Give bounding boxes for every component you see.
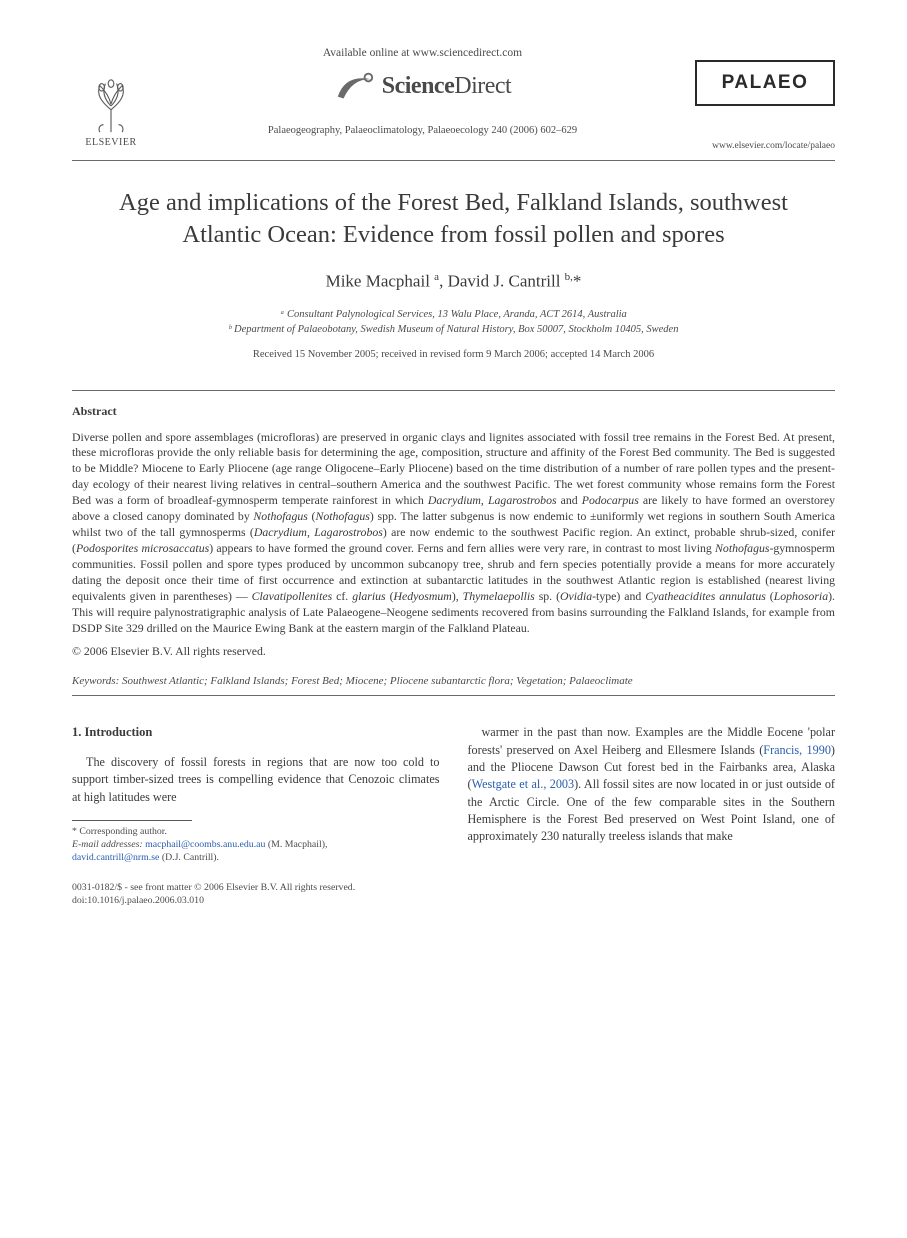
email-2-who: (D.J. Cantrill). [162, 852, 219, 863]
center-header: Available online at www.sciencedirect.co… [150, 38, 695, 138]
body-columns: 1. Introduction The discovery of fossil … [72, 724, 835, 907]
affiliations: ᵃ Consultant Palynological Services, 13 … [72, 308, 835, 338]
email-1-who: (M. Macphail), [268, 839, 328, 850]
footnotes: * Corresponding author. E-mail addresses… [72, 825, 440, 865]
publisher-name: ELSEVIER [85, 136, 136, 150]
footer-block: 0031-0182/$ - see front matter © 2006 El… [72, 881, 440, 907]
sciencedirect-wordmark: ScienceDirect [382, 70, 511, 102]
email-1[interactable]: macphail@coombs.anu.edu.au [145, 839, 265, 850]
issn-line: 0031-0182/$ - see front matter © 2006 El… [72, 881, 440, 894]
intro-heading: 1. Introduction [72, 724, 440, 742]
affiliation-a: ᵃ Consultant Palynological Services, 13 … [72, 308, 835, 323]
publisher-logo-block: ELSEVIER [72, 78, 150, 150]
authors-line: Mike Macphail a, David J. Cantrill b,* [72, 270, 835, 294]
abstract-heading: Abstract [72, 403, 835, 419]
keywords-label: Keywords: [72, 675, 119, 687]
sciencedirect-logo: ScienceDirect [334, 68, 511, 106]
article-dates: Received 15 November 2005; received in r… [72, 348, 835, 362]
keywords-bottom-rule [72, 695, 835, 696]
intro-para-left: The discovery of fossil forests in regio… [72, 754, 440, 806]
elsevier-tree-icon [83, 78, 139, 134]
email-addresses: E-mail addresses: macphail@coombs.anu.ed… [72, 838, 440, 851]
abstract-top-rule [72, 390, 835, 391]
available-online-text: Available online at www.sciencedirect.co… [150, 46, 695, 62]
column-right: warmer in the past than now. Examples ar… [468, 724, 836, 907]
corresponding-author-note: * Corresponding author. [72, 825, 440, 838]
keywords-line: Keywords: Southwest Atlantic; Falkland I… [72, 674, 835, 689]
journal-url: www.elsevier.com/locate/palaeo [695, 140, 835, 153]
journal-citation: Palaeogeography, Palaeoclimatology, Pala… [150, 124, 695, 138]
journal-brand-block: PALAEO www.elsevier.com/locate/palaeo [695, 60, 835, 152]
sciencedirect-swoosh-icon [334, 68, 376, 106]
journal-brand-box: PALAEO [695, 60, 835, 106]
doi-line: doi:10.1016/j.palaeo.2006.03.010 [72, 894, 440, 907]
abstract-copyright: © 2006 Elsevier B.V. All rights reserved… [72, 644, 835, 660]
abstract-body: Diverse pollen and spore assemblages (mi… [72, 430, 835, 637]
email-2-line: david.cantrill@nrm.se (D.J. Cantrill). [72, 851, 440, 864]
article-title: Age and implications of the Forest Bed, … [72, 187, 835, 250]
footnote-rule [72, 820, 192, 821]
column-left: 1. Introduction The discovery of fossil … [72, 724, 440, 907]
email-2[interactable]: david.cantrill@nrm.se [72, 852, 159, 863]
page-header: ELSEVIER Available online at www.science… [72, 38, 835, 152]
affiliation-b: ᵇ Department of Palaeobotany, Swedish Mu… [72, 323, 835, 338]
intro-para-right: warmer in the past than now. Examples ar… [468, 724, 836, 845]
email-label: E-mail addresses: [72, 839, 143, 850]
keywords-list: Southwest Atlantic; Falkland Islands; Fo… [122, 675, 633, 687]
header-rule [72, 160, 835, 161]
